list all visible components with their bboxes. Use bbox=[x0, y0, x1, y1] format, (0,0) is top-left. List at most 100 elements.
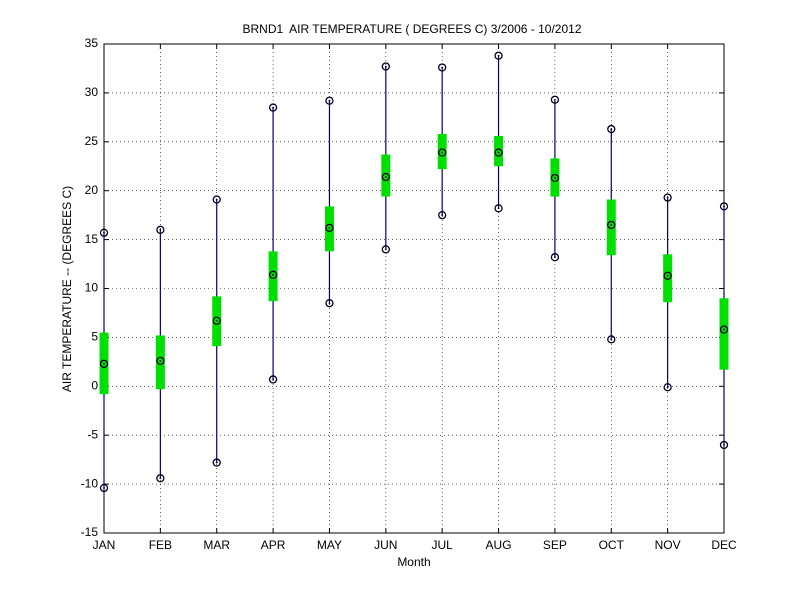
x-tick-label: OCT bbox=[599, 538, 625, 552]
x-tick-label: AUG bbox=[486, 538, 512, 552]
marker bbox=[438, 210, 447, 220]
box bbox=[663, 254, 673, 303]
marker bbox=[212, 195, 221, 204]
box bbox=[155, 335, 165, 390]
marker-dot bbox=[554, 256, 556, 259]
marker bbox=[156, 474, 165, 483]
marker bbox=[494, 204, 503, 213]
marker bbox=[268, 375, 278, 384]
y-tick-label: 30 bbox=[85, 85, 99, 99]
marker bbox=[99, 483, 109, 493]
y-tick-label: -15 bbox=[81, 525, 99, 539]
marker-dot bbox=[441, 66, 444, 69]
marker bbox=[719, 325, 729, 334]
marker-dot bbox=[441, 151, 444, 154]
y-tick-label: -5 bbox=[87, 427, 98, 441]
x-tick-label: APR bbox=[261, 538, 286, 552]
marker bbox=[156, 225, 165, 234]
marker-dot bbox=[497, 54, 500, 57]
box bbox=[437, 133, 447, 170]
marker bbox=[438, 63, 447, 72]
marker bbox=[607, 335, 616, 344]
marker-dot bbox=[497, 207, 500, 210]
y-tick-label: -10 bbox=[81, 476, 99, 490]
marker-dot bbox=[328, 99, 331, 102]
marker-dot bbox=[666, 386, 669, 389]
box bbox=[494, 135, 504, 167]
y-tick-label: 15 bbox=[85, 232, 99, 246]
marker bbox=[381, 245, 390, 254]
marker-dot bbox=[497, 151, 500, 154]
marker bbox=[99, 359, 109, 368]
x-tick-label: SEP bbox=[543, 538, 567, 552]
chart-title: BRND1 AIR TEMPERATURE ( DEGREES C) 3/200… bbox=[242, 22, 581, 36]
x-tick-label: JAN bbox=[93, 538, 116, 552]
x-tick-label: MAR bbox=[203, 538, 230, 552]
marker bbox=[381, 62, 390, 71]
marker-dot bbox=[215, 319, 218, 322]
y-tick-label: 5 bbox=[91, 330, 98, 344]
marker-dot bbox=[328, 226, 331, 229]
y-tick-label: 25 bbox=[85, 134, 99, 148]
marker-dot bbox=[384, 176, 387, 178]
marker-dot bbox=[666, 274, 669, 277]
marker-dot bbox=[610, 128, 613, 130]
marker-dot bbox=[272, 106, 274, 109]
marker bbox=[607, 220, 616, 230]
x-tick-label: JUN bbox=[374, 538, 397, 552]
marker-dot bbox=[666, 196, 669, 199]
marker-dot bbox=[103, 362, 105, 365]
x-tick-label: JUL bbox=[432, 538, 454, 552]
marker-dot bbox=[272, 273, 274, 276]
box bbox=[381, 154, 391, 197]
marker-dot bbox=[723, 205, 725, 208]
y-tick-label: 10 bbox=[85, 281, 99, 295]
marker bbox=[663, 271, 672, 280]
marker bbox=[663, 193, 672, 202]
marker bbox=[719, 440, 729, 450]
box bbox=[719, 298, 729, 370]
marker-dot bbox=[554, 177, 556, 179]
marker bbox=[607, 124, 616, 134]
marker-dot bbox=[723, 328, 725, 331]
marker bbox=[212, 458, 221, 467]
x-tick-label: FEB bbox=[149, 538, 172, 552]
marker-dot bbox=[159, 228, 162, 231]
marker-dot bbox=[103, 487, 105, 489]
marker-dot bbox=[384, 65, 387, 68]
marker bbox=[438, 148, 447, 157]
marker bbox=[381, 172, 390, 182]
marker bbox=[212, 316, 221, 325]
marker bbox=[325, 96, 334, 105]
marker-dot bbox=[159, 359, 162, 362]
marker-dot bbox=[554, 98, 556, 101]
marker-dot bbox=[384, 248, 387, 251]
y-tick-label: 0 bbox=[91, 378, 98, 392]
marker bbox=[550, 95, 560, 104]
x-tick-label: NOV bbox=[655, 538, 681, 552]
marker-dot bbox=[441, 214, 444, 217]
marker-dot bbox=[215, 461, 218, 464]
y-tick-label: 35 bbox=[85, 36, 99, 50]
y-axis-label: AIR TEMPERATURE -- (DEGREES C) bbox=[60, 186, 74, 392]
marker bbox=[325, 223, 334, 233]
marker bbox=[663, 383, 672, 392]
marker-dot bbox=[610, 224, 613, 226]
marker bbox=[719, 202, 729, 211]
marker bbox=[494, 148, 503, 157]
box bbox=[324, 206, 334, 252]
marker-dot bbox=[215, 198, 218, 201]
marker-dot bbox=[328, 302, 331, 305]
marker-dot bbox=[103, 231, 105, 234]
marker-dot bbox=[723, 444, 725, 446]
x-axis-label: Month bbox=[397, 555, 430, 569]
marker bbox=[550, 253, 560, 262]
marker-dot bbox=[272, 378, 274, 381]
marker bbox=[494, 51, 503, 60]
marker bbox=[99, 228, 109, 237]
x-tick-label: MAY bbox=[317, 538, 342, 552]
marker bbox=[156, 356, 165, 366]
x-tick-label: DEC bbox=[711, 538, 737, 552]
